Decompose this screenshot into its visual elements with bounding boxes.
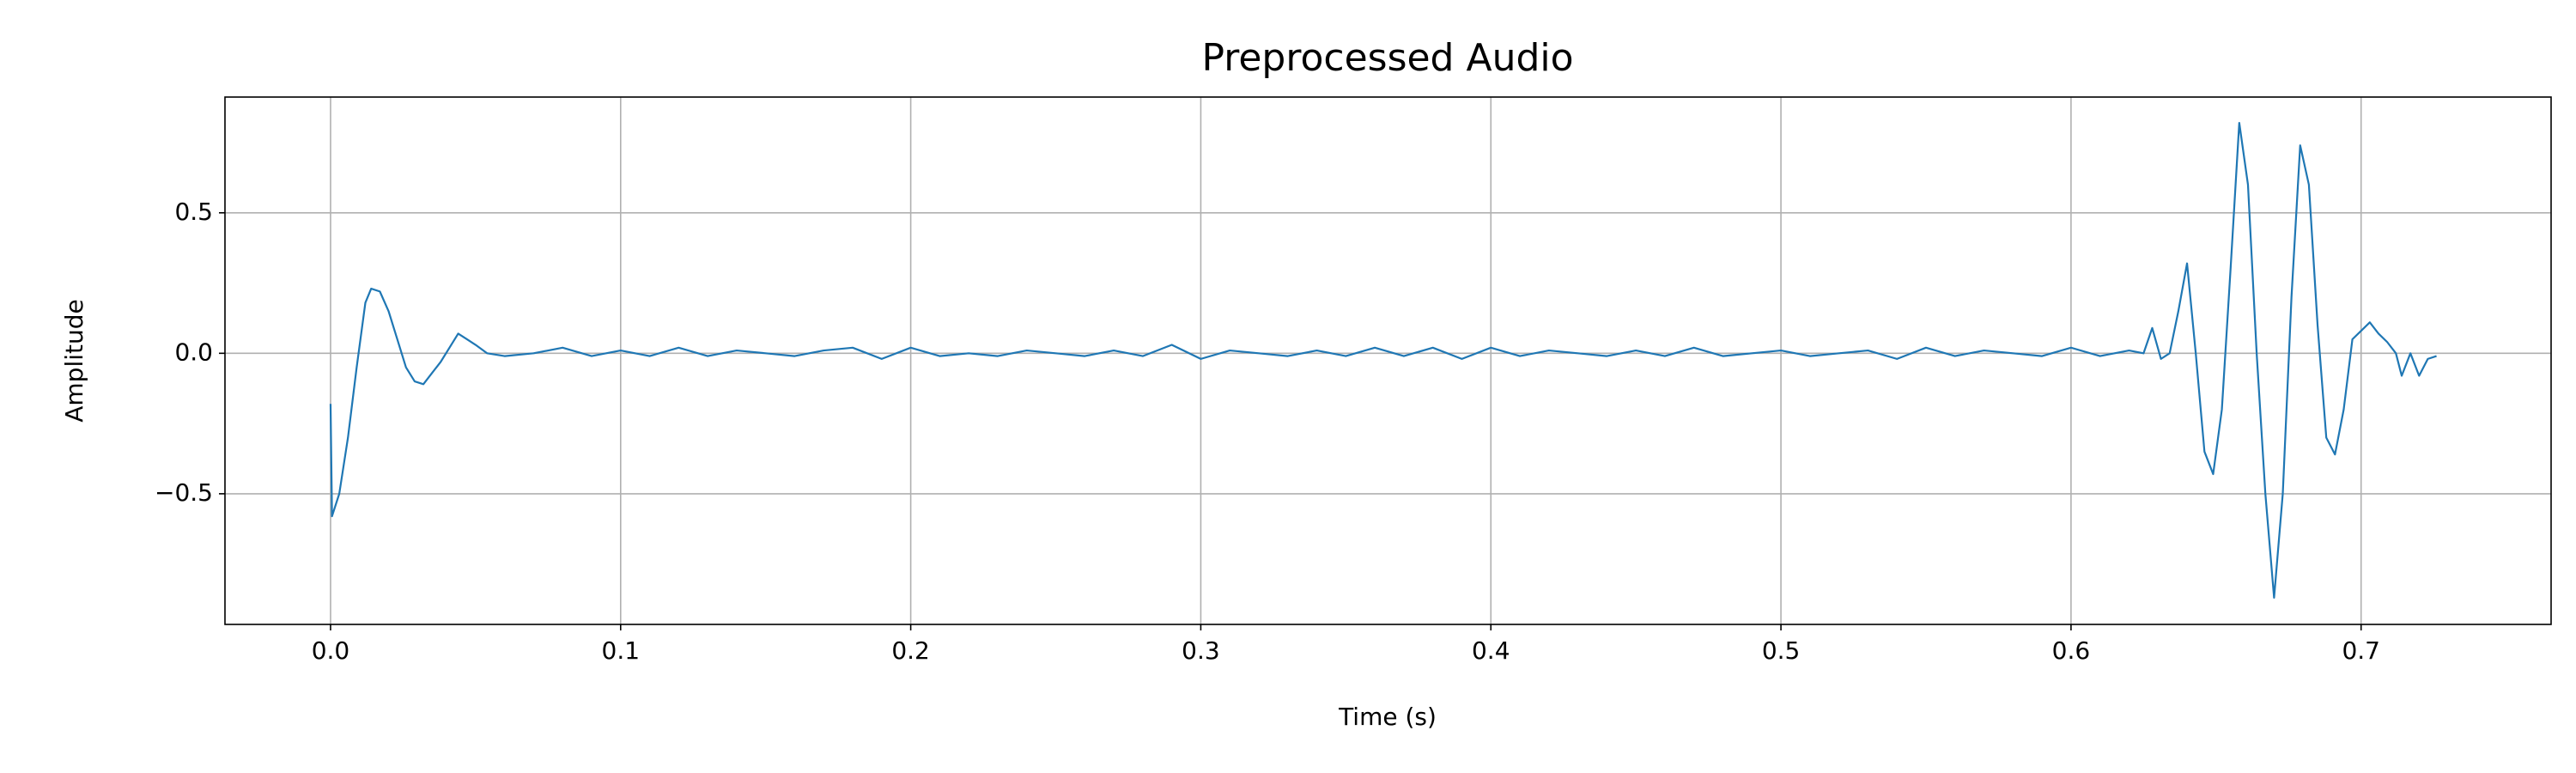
waveform-line [329, 121, 2437, 600]
x-tick-label: 0.0 [312, 636, 350, 665]
x-tick-label: 0.5 [1762, 636, 1801, 665]
x-tick-label: 0.7 [2342, 636, 2380, 665]
x-tick-label: 0.1 [602, 636, 641, 665]
x-tick-label: 0.3 [1182, 636, 1220, 665]
x-tick-label: 0.4 [1472, 636, 1510, 665]
y-tick-label: 0.0 [174, 338, 213, 366]
y-tick-label: −0.5 [155, 478, 213, 507]
y-tick-label: 0.5 [174, 198, 213, 226]
x-tick-label: 0.2 [891, 636, 930, 665]
x-tick-label: 0.6 [2052, 636, 2091, 665]
x-axis-label: Time (s) [1338, 703, 1437, 731]
chart-title: Preprocessed Audio [1201, 36, 1573, 80]
plot-frame [224, 96, 2552, 625]
y-axis-label: Amplitude [60, 299, 88, 423]
